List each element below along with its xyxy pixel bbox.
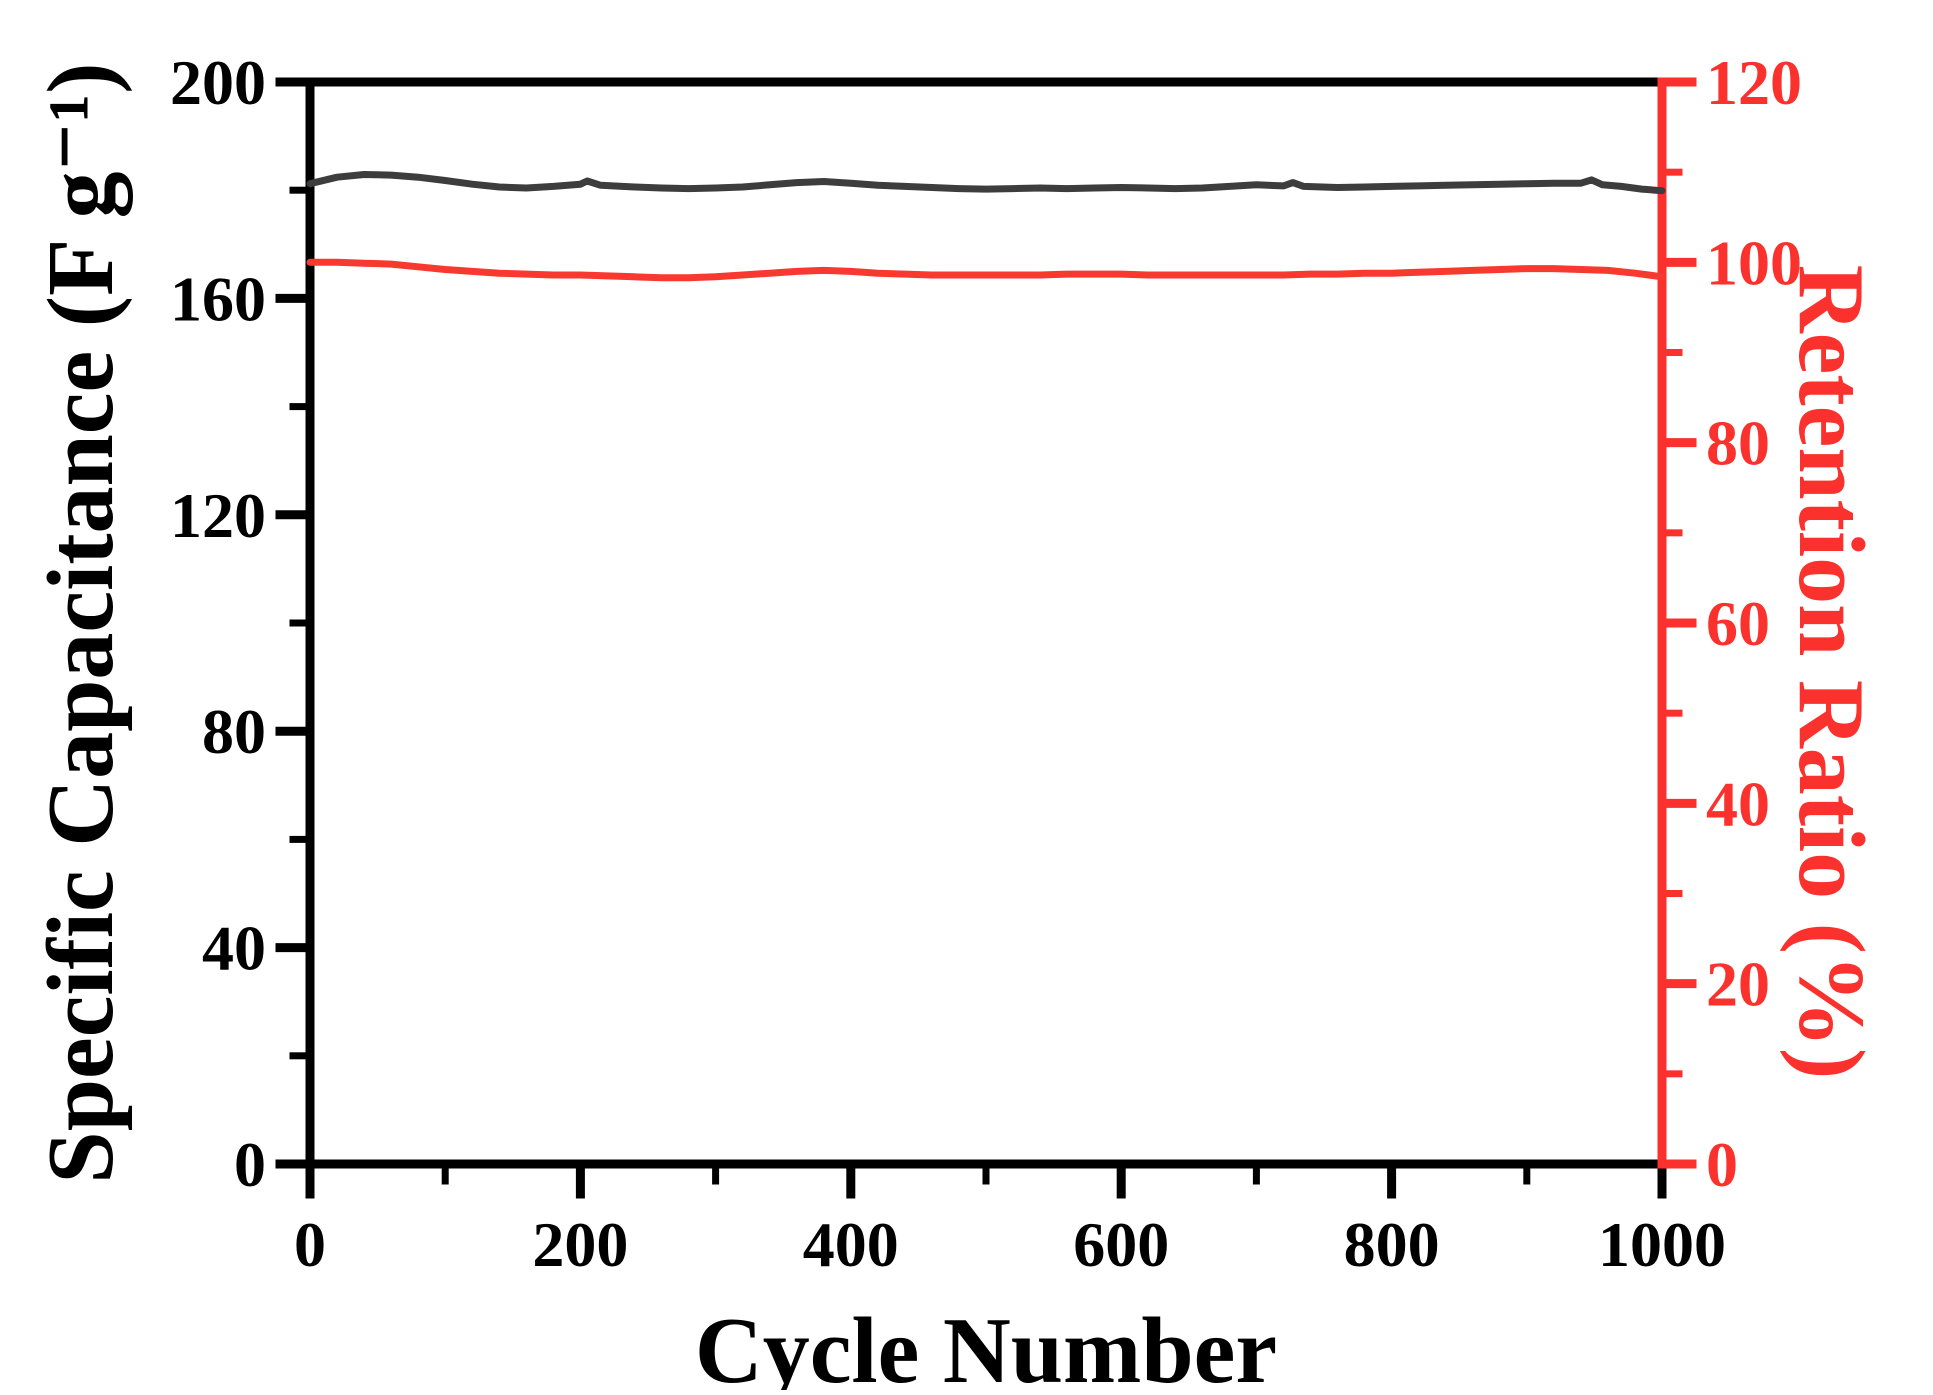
y-right-tick-label: 20	[1706, 949, 1770, 1020]
y-left-tick-label: 80	[202, 696, 266, 767]
y-right-tick-label: 80	[1706, 408, 1770, 479]
y-left-tick-label: 200	[170, 47, 266, 118]
x-axis-title: Cycle Number	[695, 1299, 1277, 1390]
y-left-tick-label: 0	[234, 1129, 266, 1200]
y-right-tick-label: 0	[1706, 1129, 1738, 1200]
series-line-retention-ratio	[306, 258, 1666, 282]
y-left-tick-label: 120	[170, 480, 266, 551]
y-right-tick-label: 40	[1706, 768, 1770, 839]
y-right-axis-title: Retention Ratio (%)	[1779, 265, 1883, 1080]
y-left-tick-label: 160	[170, 263, 266, 334]
y-right-tick-label: 100	[1706, 227, 1802, 298]
x-tick-label: 200	[532, 1209, 628, 1280]
y-left-axis-title: Specific Capacitance (F g⁻¹)	[29, 62, 133, 1183]
x-tick-label: 1000	[1598, 1209, 1726, 1280]
x-tick-label: 600	[1073, 1209, 1169, 1280]
axes-layer: 0 40 80 120 160 200 0 20 40 60 80 100 120 0 200 400 600 8…	[170, 47, 1802, 1280]
y-left-tick-label: 40	[202, 913, 266, 984]
x-tick-label: 0	[294, 1209, 326, 1280]
x-tick-label: 400	[803, 1209, 899, 1280]
y-right-tick-label: 120	[1706, 47, 1802, 118]
series-layer	[306, 171, 1666, 282]
series-line-specific-capacitance	[306, 171, 1666, 195]
x-tick-label: 800	[1344, 1209, 1440, 1280]
y-right-tick-label: 60	[1706, 588, 1770, 659]
